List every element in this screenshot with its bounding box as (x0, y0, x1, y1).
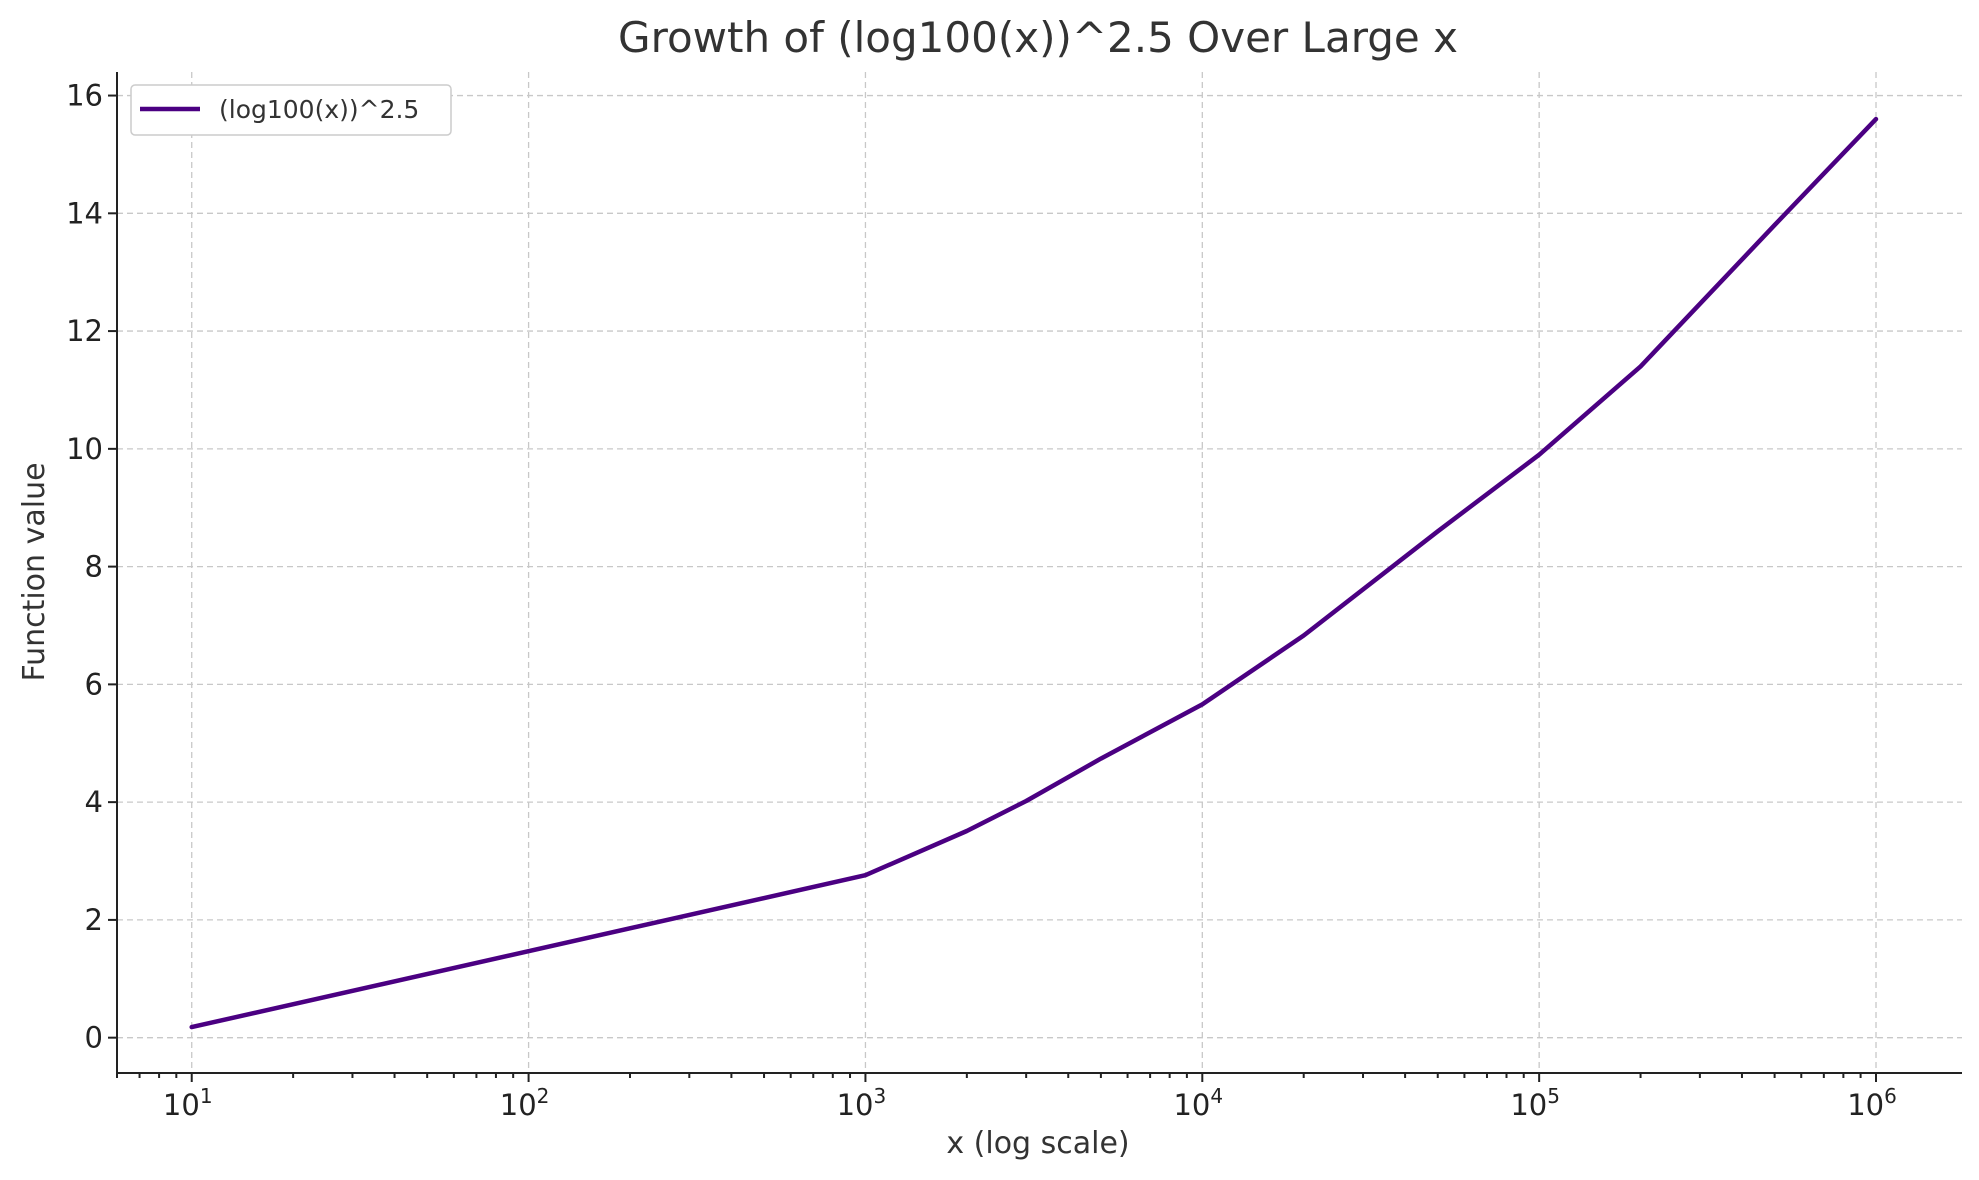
y-tick-label: 14 (66, 196, 103, 230)
x-tick-label: 106 (1847, 1084, 1897, 1122)
x-tick-label: 101 (163, 1084, 213, 1122)
y-ticks: 0 2 4 6 8 10 12 14 16 (66, 79, 117, 1055)
y-tick-label: 16 (66, 79, 103, 113)
x-minor-ticks (116, 1073, 1862, 1078)
y-tick-label: 12 (66, 314, 103, 348)
y-tick-label: 10 (66, 432, 103, 466)
chart-title: Growth of (log100(x))^2.5 Over Large x (618, 13, 1458, 62)
y-tick-label: 0 (85, 1021, 103, 1055)
y-tick-label: 6 (85, 667, 103, 701)
grid (117, 72, 1962, 1073)
y-axis-label: Function value (17, 462, 52, 681)
legend-label: (log100(x))^2.5 (219, 95, 419, 124)
y-tick-label: 8 (85, 550, 103, 584)
y-tick-label: 2 (85, 903, 103, 937)
x-ticks: 101 102 103 104 105 106 (163, 1073, 1897, 1122)
x-tick-label: 104 (1173, 1084, 1223, 1122)
legend-box (130, 84, 452, 136)
x-tick-label: 102 (500, 1084, 550, 1122)
series-line (189, 116, 1879, 1030)
series-layer (189, 116, 1879, 1030)
x-axis-label: x (log scale) (946, 1126, 1129, 1161)
legend: (log100(x))^2.5 (130, 84, 452, 136)
x-tick-label: 103 (837, 1084, 887, 1122)
y-tick-label: 4 (85, 785, 103, 819)
x-tick-label: 105 (1510, 1084, 1560, 1122)
